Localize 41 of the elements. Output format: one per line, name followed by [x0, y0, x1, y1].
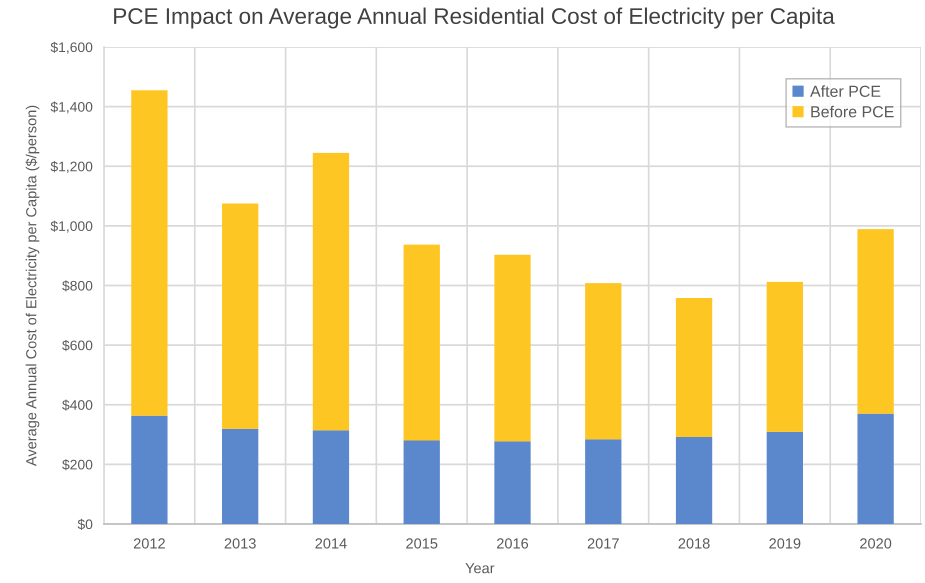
chart-title: PCE Impact on Average Annual Residential Cost of Electricity per Capita	[114, 8, 835, 28]
bar	[131, 416, 168, 524]
x-tick-label: 2018	[678, 538, 710, 549]
x-tick-label: 2014	[315, 538, 347, 549]
x-tick-label: 2020	[860, 538, 892, 549]
x-tick-label: 2017	[588, 538, 619, 549]
x-axis-title: Year	[465, 563, 494, 574]
bar	[404, 440, 440, 524]
bar	[131, 90, 168, 416]
bar	[676, 436, 712, 524]
x-tick-label: 2015	[406, 538, 438, 549]
y-tick-label: $200	[62, 459, 92, 470]
bar	[585, 439, 622, 524]
y-tick-label: $1,600	[50, 42, 92, 54]
bar	[857, 229, 894, 414]
y-axis-title: Average Annual Cost of Electricity per Capita ($/person)	[25, 106, 40, 466]
bar	[676, 298, 712, 437]
y-tick-label: $1,200	[50, 161, 92, 174]
bar	[312, 430, 350, 524]
x-tick-label: 2012	[134, 538, 165, 549]
bar	[766, 432, 803, 524]
bar	[222, 428, 258, 524]
y-tick-label: $400	[62, 400, 92, 411]
y-tick-label: $0	[78, 518, 92, 530]
legend-label: After PCE	[810, 85, 880, 97]
x-tick-label: 2013	[224, 538, 256, 549]
bar	[857, 414, 894, 524]
x-tick-label: 2016	[497, 538, 528, 549]
bar	[404, 244, 440, 441]
bar	[494, 254, 531, 442]
y-tick-label: $600	[62, 340, 92, 352]
bar	[585, 283, 622, 440]
y-tick-label: $1,400	[50, 101, 92, 114]
x-tick-label: 2019	[769, 538, 800, 549]
bar	[222, 204, 258, 429]
y-tick-label: $800	[62, 280, 92, 292]
y-tick-label: $1,000	[50, 220, 92, 233]
legend-label: Before PCE	[811, 106, 894, 118]
bar	[494, 441, 531, 524]
bar	[766, 282, 803, 432]
bar	[312, 152, 350, 430]
